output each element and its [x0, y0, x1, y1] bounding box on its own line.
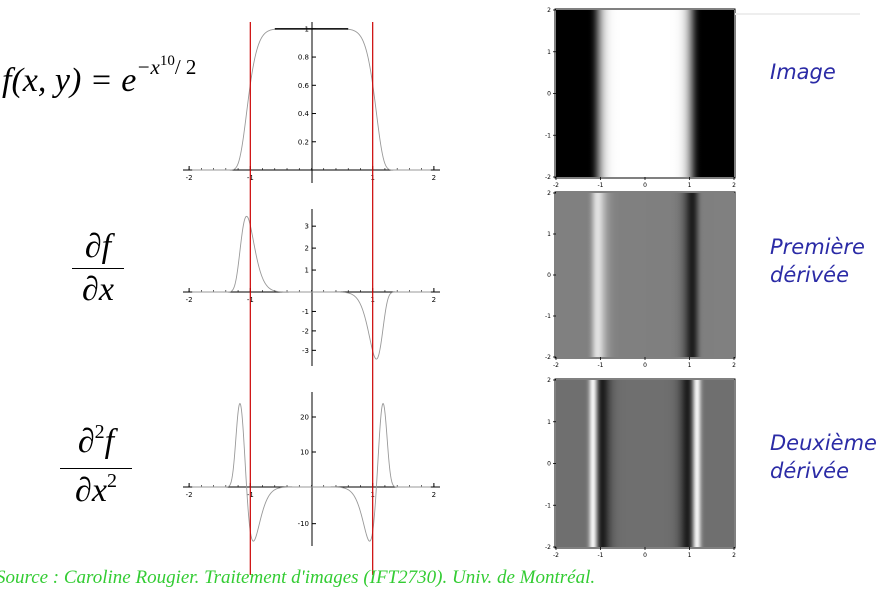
- label-first-line2: dérivée: [770, 263, 849, 287]
- formula-first-derivative: ∂f ∂x: [72, 228, 124, 309]
- x-tick-label: 2: [432, 491, 436, 499]
- heatmap-x-tick-label: 2: [732, 182, 736, 189]
- formula-first-den: ∂x: [82, 271, 114, 308]
- y-tick-label: 10: [300, 449, 309, 457]
- x-tick-label: -2: [186, 174, 193, 182]
- heatmap-y-tick-label: -1: [545, 313, 551, 320]
- formula-exp-power: 10: [159, 53, 175, 69]
- heatmap-x-tick-label: 1: [688, 552, 692, 559]
- heatmap-x-tick-label: -1: [598, 362, 604, 369]
- heatmap-image: [556, 10, 734, 177]
- curve-df: [192, 215, 431, 360]
- formula-second-derivative: ∂2f ∂x2: [60, 421, 132, 515]
- formula-second-num-d: ∂: [77, 423, 95, 460]
- heatmap-y-tick-label: 0: [547, 272, 551, 279]
- heatmap-x-tick-label: 0: [643, 362, 647, 369]
- label-second-derivative: Deuxième dérivée: [770, 429, 877, 485]
- heatmap-y-tick-label: 2: [547, 190, 551, 197]
- y-tick-label: 0.6: [298, 82, 310, 90]
- y-tick-label: 2: [305, 245, 309, 253]
- formula-exp-minus-x: −x: [136, 55, 160, 79]
- formula-second-den: ∂x: [75, 472, 107, 509]
- x-tick-label: 2: [432, 174, 436, 182]
- heatmap-x-tick-label: -1: [598, 552, 604, 559]
- plot-function: -2-1120.20.40.60.81: [183, 22, 440, 183]
- y-tick-label: -2: [302, 327, 309, 335]
- formula-first-num: ∂f: [84, 228, 112, 265]
- fraction-bar: [72, 268, 124, 269]
- x-tick-label: -2: [186, 491, 193, 499]
- y-tick-label: -3: [302, 347, 309, 355]
- heatmap-y-tick-label: -1: [545, 132, 551, 139]
- formula-function-lhs: f(x, y) = e: [2, 62, 137, 99]
- x-tick-label: 2: [432, 296, 436, 304]
- heatmap-y-tick-label: -2: [545, 354, 551, 361]
- heatmap-x-tick-label: -2: [553, 362, 559, 369]
- heatmap-y-tick-label: 0: [547, 91, 551, 98]
- heatmap-x-tick-label: 2: [732, 552, 736, 559]
- y-tick-label: -10: [298, 520, 309, 528]
- formula-exp-div: / 2: [174, 55, 197, 79]
- heatmap-x-tick-label: 0: [643, 182, 647, 189]
- heatmap-y-tick-label: 1: [547, 49, 551, 56]
- heatmap-first-derivative: [556, 193, 734, 357]
- x-tick-label: -2: [186, 296, 193, 304]
- formula-function: f(x, y) = e−x10/ 2: [2, 53, 196, 100]
- heatmap-y-tick-label: 2: [547, 377, 551, 384]
- y-tick-label: 0.2: [298, 138, 309, 146]
- red-marker-lines: [249, 22, 374, 575]
- heatmap-y-tick-label: -1: [545, 502, 551, 509]
- curve-d2f: [192, 402, 431, 542]
- heatmap-x-tick-label: -2: [553, 182, 559, 189]
- label-second-line2: dérivée: [770, 459, 849, 483]
- y-tick-label: 0.8: [298, 54, 309, 62]
- label-first-derivative: Première dérivée: [770, 233, 865, 289]
- label-second-line1: Deuxième: [770, 431, 877, 455]
- heatmap-x-tick-label: -1: [598, 182, 604, 189]
- heatmap-y-tick-label: 2: [547, 7, 551, 14]
- y-tick-label: 20: [300, 414, 309, 422]
- heatmap-second-derivative: [556, 380, 734, 547]
- y-tick-label: 1: [305, 267, 309, 275]
- heatmap-y-tick-label: 0: [547, 461, 551, 468]
- y-tick-label: 0.4: [298, 110, 310, 118]
- y-tick-label: -1: [302, 308, 309, 316]
- heatmap-x-tick-label: 1: [688, 182, 692, 189]
- heatmap-y-tick-label: 1: [547, 231, 551, 238]
- heatmap-y-tick-label: -2: [545, 174, 551, 181]
- heatmap-x-tick-label: -2: [553, 552, 559, 559]
- formula-second-num-f: f: [104, 423, 115, 460]
- fraction-bar: [60, 468, 132, 469]
- source-citation: Source : Caroline Rougier. Traitement d'…: [0, 567, 596, 588]
- heatmap-x-tick-label: 0: [643, 552, 647, 559]
- y-tick-label: 3: [305, 223, 309, 231]
- formula-second-num-sup: 2: [94, 421, 105, 443]
- heatmap-x-tick-label: 1: [688, 362, 692, 369]
- heatmap-x-tick-label: 2: [732, 362, 736, 369]
- label-image: Image: [770, 60, 836, 84]
- label-first-line1: Première: [770, 235, 865, 259]
- heatmap-y-tick-label: -2: [545, 544, 551, 551]
- formula-second-den-sup: 2: [106, 470, 117, 492]
- heatmap-y-tick-label: 1: [547, 419, 551, 426]
